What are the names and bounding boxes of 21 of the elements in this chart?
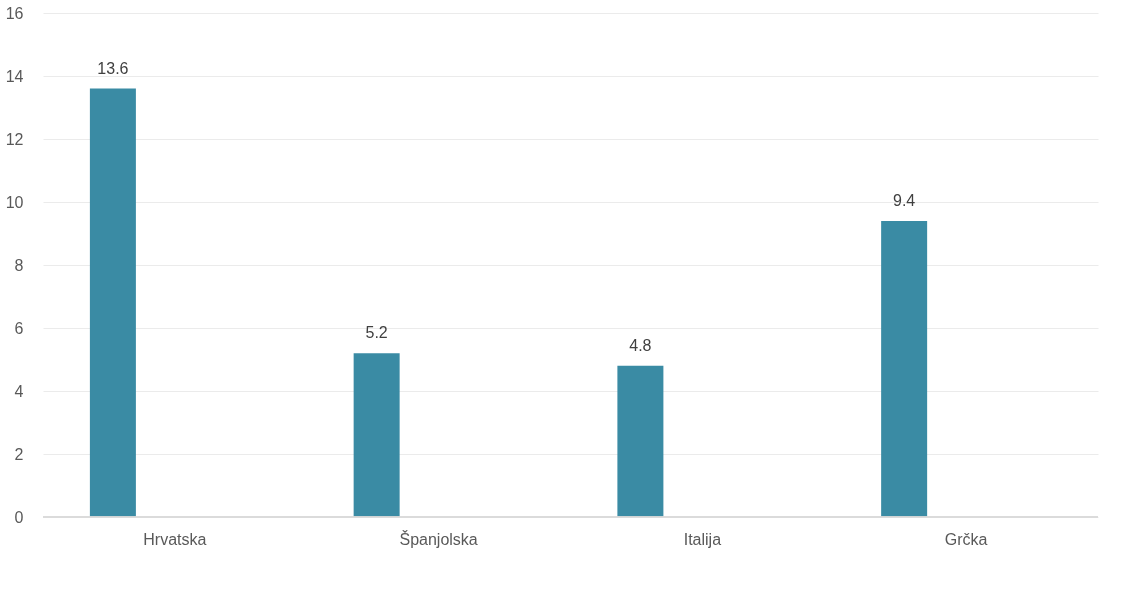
data-label: 13.6 — [97, 59, 129, 77]
y-tick-label: 2 — [14, 445, 24, 463]
bar — [89, 88, 136, 517]
x-tick-label: Grčka — [944, 530, 988, 548]
y-tick-label: 0 — [14, 508, 24, 526]
y-tick-label: 12 — [5, 130, 24, 148]
y-tick-label: 4 — [14, 382, 24, 400]
x-tick-label: Španjolska — [399, 529, 478, 548]
y-tick-label: 6 — [14, 319, 24, 337]
y-tick-label: 8 — [14, 256, 24, 274]
x-tick-label: Italija — [683, 530, 722, 548]
data-label: 9.4 — [893, 191, 916, 209]
bar — [881, 220, 928, 517]
data-label: 4.8 — [629, 336, 652, 354]
x-tick-label: Hrvatska — [143, 530, 207, 548]
y-tick-label: 16 — [5, 4, 24, 22]
data-label: 5.2 — [365, 324, 388, 342]
bar — [353, 353, 400, 517]
y-tick-label: 10 — [5, 193, 24, 211]
bar — [617, 365, 664, 517]
y-tick-label: 14 — [5, 67, 24, 85]
